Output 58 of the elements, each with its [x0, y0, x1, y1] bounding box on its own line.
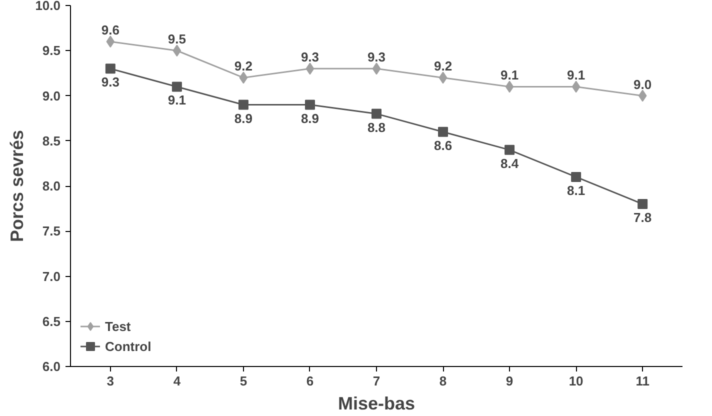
- y-tick-label: 9.0: [42, 88, 61, 104]
- x-tick-label: 8: [439, 374, 447, 388]
- y-tick-label: 8.0: [42, 178, 61, 194]
- point: [638, 90, 647, 102]
- x-tick-label: 9: [506, 374, 514, 388]
- y-tick-label: 7.0: [42, 268, 61, 284]
- data-label: 9.3: [101, 74, 120, 90]
- y-tick-label: 9.5: [42, 43, 61, 58]
- point: [172, 82, 182, 92]
- y-tick-label: 6.5: [42, 314, 61, 329]
- data-label: 9.0: [634, 76, 652, 92]
- legend-label: Control: [105, 338, 152, 354]
- data-label: 8.8: [367, 120, 386, 135]
- data-label: 7.8: [634, 210, 652, 226]
- point: [172, 44, 182, 57]
- point: [306, 62, 314, 75]
- x-tick-label: 6: [306, 374, 314, 388]
- data-label: 9.3: [367, 50, 386, 65]
- data-label: 8.6: [434, 138, 452, 153]
- point: [638, 199, 648, 210]
- data-label: 8.1: [567, 182, 586, 198]
- point: [504, 144, 515, 155]
- data-label: 9.2: [234, 58, 252, 74]
- x-axis-title: Mise-bas: [338, 394, 416, 414]
- x-tick-label: 5: [240, 374, 248, 388]
- x-tick-label: 4: [173, 374, 182, 388]
- point: [505, 80, 514, 93]
- point: [304, 100, 315, 110]
- x-tick-label: 3: [106, 374, 114, 388]
- data-label: 9.2: [434, 58, 452, 74]
- point: [238, 100, 248, 110]
- data-label: 9.6: [101, 22, 120, 38]
- data-label: 8.9: [234, 110, 252, 126]
- x-tick-label: 7: [372, 374, 380, 388]
- data-label: 9.5: [168, 32, 186, 47]
- point: [571, 172, 582, 182]
- point: [438, 126, 448, 137]
- data-label: 9.1: [168, 92, 186, 108]
- data-label: 8.9: [300, 110, 320, 126]
- point: [372, 62, 381, 75]
- point: [106, 36, 115, 48]
- y-axis-title: Porcs sevrés: [7, 130, 28, 242]
- point: [105, 64, 116, 74]
- legend-label: Test: [105, 318, 131, 334]
- y-tick-label: 10.0: [35, 0, 61, 13]
- data-label: 8.4: [500, 156, 520, 171]
- data-label: 9.3: [300, 50, 320, 65]
- data-label: 9.1: [567, 68, 586, 83]
- data-label: 9.1: [500, 68, 519, 83]
- point: [239, 72, 248, 84]
- x-tick-label: 11: [636, 374, 650, 388]
- x-tick-label: 10: [568, 374, 584, 388]
- y-tick-label: 6.0: [42, 359, 61, 374]
- point: [438, 72, 448, 84]
- point: [372, 108, 382, 119]
- y-tick-label: 7.5: [42, 224, 61, 239]
- point: [572, 80, 580, 93]
- y-tick-label: 8.5: [42, 133, 61, 148]
